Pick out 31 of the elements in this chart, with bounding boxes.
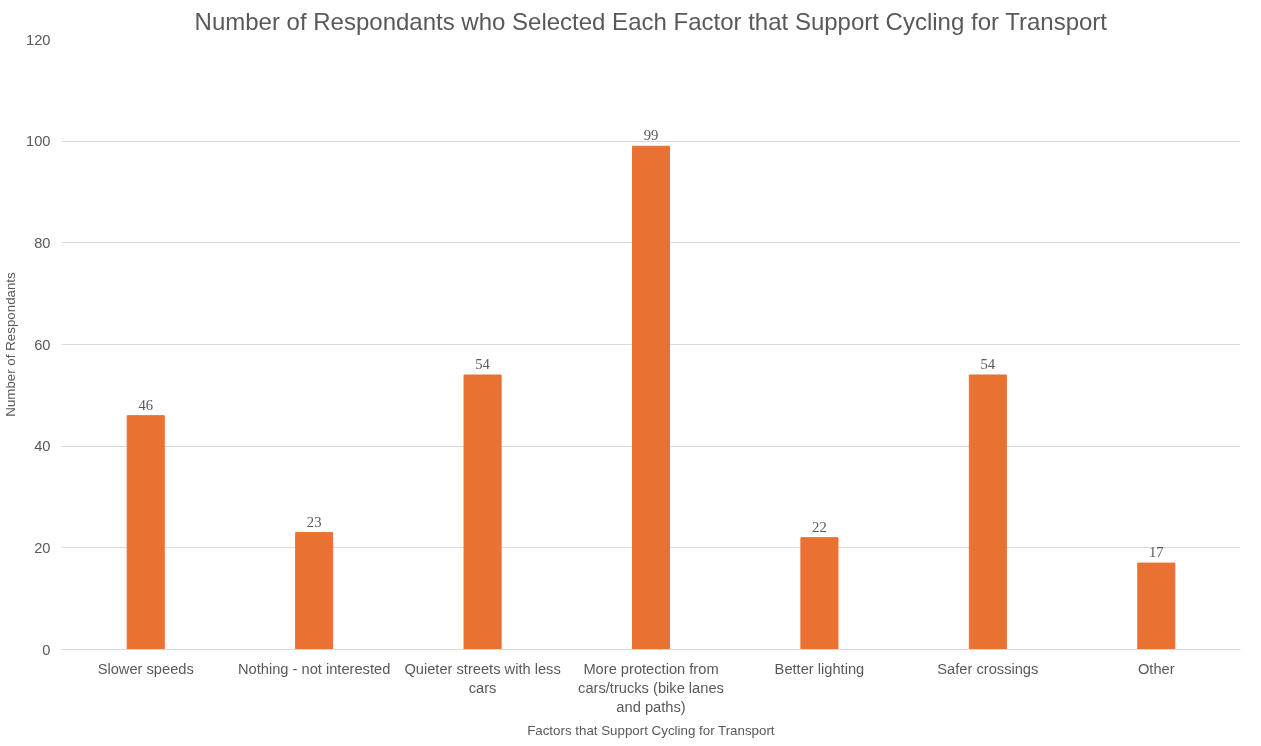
x-tick-label: Other xyxy=(1137,660,1175,677)
data-label: 17 xyxy=(1148,544,1164,561)
data-label: 46 xyxy=(138,396,154,413)
y-tick-label: 120 xyxy=(26,31,51,48)
data-label: 22 xyxy=(812,518,827,535)
x-tick-label: Slower speeds xyxy=(97,660,194,677)
bar xyxy=(800,537,839,650)
bar xyxy=(126,415,165,650)
x-tick-label: Nothing - not interested xyxy=(237,660,391,677)
data-label: 23 xyxy=(306,513,322,530)
bar xyxy=(463,374,502,650)
y-tick-label: 0 xyxy=(42,641,51,658)
y-tick-label: 20 xyxy=(34,539,51,556)
x-tick-label: More protection from cars/trucks (bike lanes and paths) xyxy=(578,660,724,715)
bar xyxy=(295,532,334,650)
bar xyxy=(631,145,671,650)
x-tick-label: Quieter streets with less cars xyxy=(404,660,561,696)
x-axis-title: Factors that Support Cycling for Transport xyxy=(527,722,775,738)
bar xyxy=(968,374,1007,650)
x-tick-label: Safer crossings xyxy=(937,660,1039,677)
y-tick-label: 60 xyxy=(34,336,51,353)
x-tick-label: Better lighting xyxy=(774,660,865,677)
data-label: 54 xyxy=(980,356,996,372)
y-tick-label: 80 xyxy=(34,234,51,251)
chart-title: Number of Respondants who Selected Each Factor that Support Cycling for Transport xyxy=(194,7,1108,35)
y-axis-title: Number of Respondants xyxy=(3,271,19,417)
y-tick-label: 100 xyxy=(26,133,51,150)
bar xyxy=(1137,562,1176,650)
y-tick-label: 40 xyxy=(34,438,51,455)
data-label: 99 xyxy=(643,127,659,144)
data-label: 54 xyxy=(475,356,491,372)
